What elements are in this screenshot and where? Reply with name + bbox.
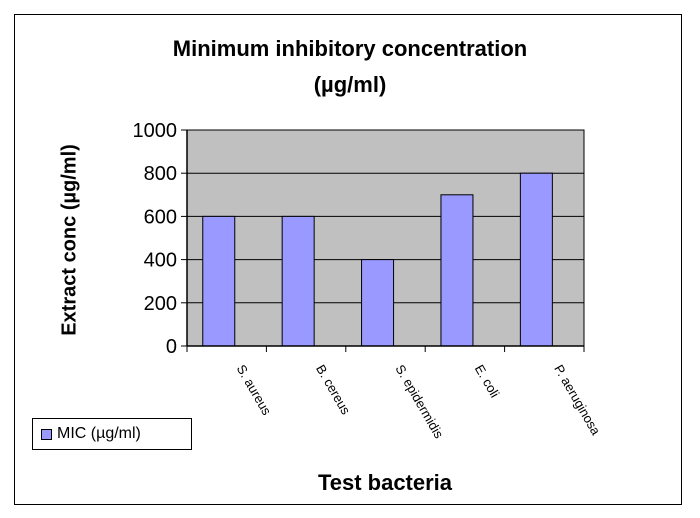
y-tick-label: 800	[144, 163, 177, 185]
bar	[361, 259, 395, 347]
legend: MIC (µg/ml)	[32, 418, 192, 450]
chart-title-line-2: (µg/ml)	[313, 72, 387, 97]
x-axis-label: Test bacteria	[317, 470, 453, 495]
plot-area: 0 200 400 600 800 1000 S. aureus B. cereus S. ep…	[133, 120, 604, 441]
bar	[519, 172, 553, 347]
bar	[440, 194, 474, 347]
chart-title-line-1: Minimum inhibitory concentration	[172, 36, 528, 61]
y-tick-label: 600	[144, 206, 177, 228]
y-tick-label: 0	[166, 336, 177, 358]
x-tick-label: E. coli	[472, 362, 503, 400]
x-tick-label: B. cereus	[313, 362, 354, 417]
legend-swatch	[41, 429, 52, 440]
bar	[202, 215, 236, 347]
y-tick-label: 200	[144, 293, 177, 315]
y-tick-label: 1000	[133, 120, 178, 142]
bar	[281, 215, 315, 347]
x-tick-label: S. aureus	[234, 362, 275, 418]
y-tick-label: 400	[144, 250, 177, 272]
x-tick-label: P. aeruginosa	[551, 362, 604, 438]
x-tick-label: S. epidermidis	[392, 362, 446, 441]
legend-label: MIC (µg/ml)	[57, 425, 141, 442]
